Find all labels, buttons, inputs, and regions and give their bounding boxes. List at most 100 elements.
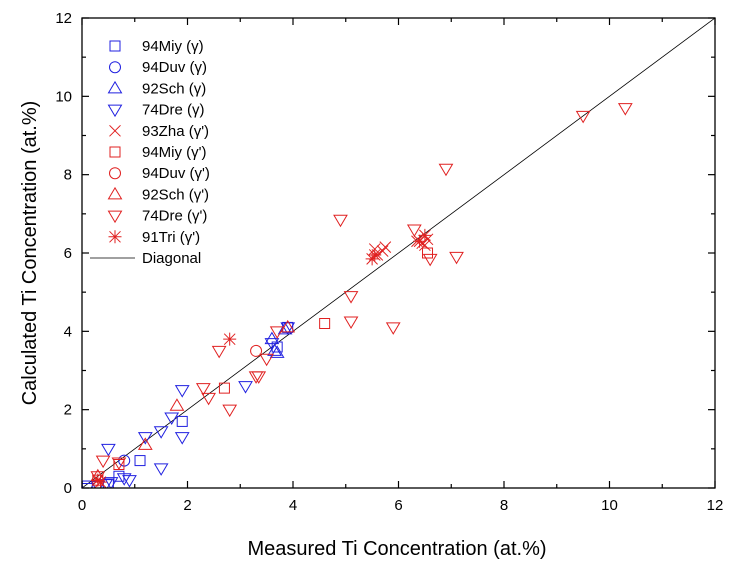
y-tick-label: 8: [64, 167, 72, 184]
data-point-s9-5: [201, 392, 216, 406]
legend-marker-7: [109, 167, 121, 180]
legend-label-2: 94Duv (γ): [142, 59, 207, 76]
data-point-s4-15: [264, 338, 280, 351]
data-point-s1-3: [113, 470, 125, 482]
legend-marker-5: [109, 124, 121, 137]
series-8: [90, 319, 296, 482]
data-point-s9-13: [343, 291, 359, 304]
x-axis-title: Measured Ti Concentration (at.%): [247, 538, 546, 560]
legend-label-1: 94Miy (γ): [142, 38, 204, 55]
legend-marker-1: [109, 40, 121, 52]
data-point-s4-4: [100, 443, 116, 457]
data-point-s9-7: [222, 404, 238, 418]
data-point-s10-4: [365, 252, 379, 266]
legend-marker-4: [107, 104, 123, 118]
data-point-s10-6: [413, 234, 427, 248]
legend-item-9: 74Dre (γ'): [107, 208, 207, 225]
series-4: [82, 322, 296, 488]
legend-item-diagonal: Diagonal: [90, 250, 201, 267]
data-point-s9-14: [343, 316, 359, 330]
legend-label-8: 92Sch (γ'): [142, 186, 209, 203]
data-point-s1-5: [176, 415, 188, 427]
data-point-s7-1: [250, 344, 263, 357]
legend-label-4: 74Dre (γ): [142, 102, 205, 119]
data-point-s9-18: [449, 251, 464, 265]
data-point-s6-3: [218, 382, 230, 394]
x-tick-label: 6: [394, 497, 402, 514]
data-point-s4-9: [153, 426, 169, 439]
legend-label-3: 92Sch (γ): [142, 80, 206, 97]
x-tick-label: 8: [500, 497, 508, 514]
series-9: [90, 103, 633, 484]
diagonal-line: [82, 18, 715, 488]
data-point-s9-19: [438, 163, 454, 177]
axes: 0 2 4 6 8 10 12 0 2 4 6 8 10 12: [55, 10, 723, 514]
data-point-s9-12: [333, 214, 348, 228]
legend-item-10: 91Tri (γ'): [108, 229, 200, 246]
data-point-s4-12: [174, 385, 190, 398]
legend-marker-10: [108, 230, 122, 244]
legend-item-4: 74Dre (γ): [107, 102, 205, 119]
data-point-s4-16: [280, 322, 296, 335]
legend-item-7: 94Duv (γ'): [109, 165, 210, 182]
legend-marker-8: [107, 186, 123, 200]
data-point-s4-6: [116, 473, 132, 486]
x-tick-label: 12: [707, 497, 724, 514]
data-point-s4-8: [137, 432, 153, 445]
legend-label-diagonal: Diagonal: [142, 250, 201, 267]
data-point-s9-10: [259, 353, 275, 367]
data-point-s9-11: [269, 326, 285, 339]
data-layer: [82, 18, 715, 488]
data-point-s9-6: [211, 345, 227, 359]
data-point-s3-2: [267, 343, 282, 356]
data-point-s4-11: [164, 412, 180, 425]
y-tick-label: 6: [64, 245, 72, 262]
data-point-s10-5: [368, 248, 382, 262]
data-point-s5-4: [379, 241, 392, 253]
legend-item-1: 94Miy (γ): [109, 38, 204, 55]
data-point-s6-5: [422, 247, 434, 259]
data-point-s4-5: [103, 477, 119, 488]
data-point-s4-14: [238, 381, 253, 394]
data-point-s6-4: [319, 318, 331, 329]
x-tick-label: 10: [601, 497, 618, 514]
data-point-s9-16: [406, 224, 422, 237]
y-tick-label: 10: [55, 88, 72, 105]
data-point-s3-3: [269, 345, 285, 358]
legend-label-7: 94Duv (γ'): [142, 165, 210, 182]
data-point-s9-3: [111, 457, 127, 471]
legend-item-5: 93Zha (γ'): [109, 123, 209, 140]
data-point-s4-10: [153, 463, 169, 476]
series-10: [91, 228, 432, 488]
data-point-s1-1: [82, 480, 93, 488]
data-point-s9-15: [385, 322, 401, 335]
data-point-s9-4: [195, 383, 211, 396]
data-point-s9-17: [422, 253, 438, 267]
y-tick-label: 0: [64, 480, 72, 497]
legend-label-5: 93Zha (γ'): [142, 123, 209, 140]
data-point-s10-7: [418, 228, 432, 242]
legend-marker-9: [107, 210, 123, 224]
x-tick-label: 0: [78, 497, 86, 514]
data-point-s3-4: [277, 321, 293, 335]
legend-marker-6: [109, 146, 121, 158]
legend-marker-2: [109, 61, 121, 74]
y-tick-label: 2: [64, 402, 72, 419]
series-7: [250, 344, 263, 357]
x-tick-label: 2: [183, 497, 191, 514]
legend-marker-3: [107, 80, 123, 94]
y-axis-title: Calculated Ti Concentration (at.%): [19, 101, 41, 406]
y-tick-label: 12: [55, 10, 72, 27]
data-point-s10-2: [93, 475, 107, 488]
legend-item-3: 92Sch (γ): [107, 80, 206, 97]
legend-label-6: 94Miy (γ'): [142, 144, 207, 161]
data-point-s4-7: [122, 475, 137, 488]
legend-item-6: 94Miy (γ'): [109, 144, 207, 161]
data-point-s4-13: [174, 432, 190, 445]
x-tick-label: 4: [289, 497, 297, 514]
data-point-s8-2: [137, 437, 153, 450]
data-point-s9-20: [575, 110, 591, 124]
legend-label-10: 91Tri (γ'): [142, 229, 200, 246]
legend-item-8: 92Sch (γ'): [107, 186, 209, 203]
